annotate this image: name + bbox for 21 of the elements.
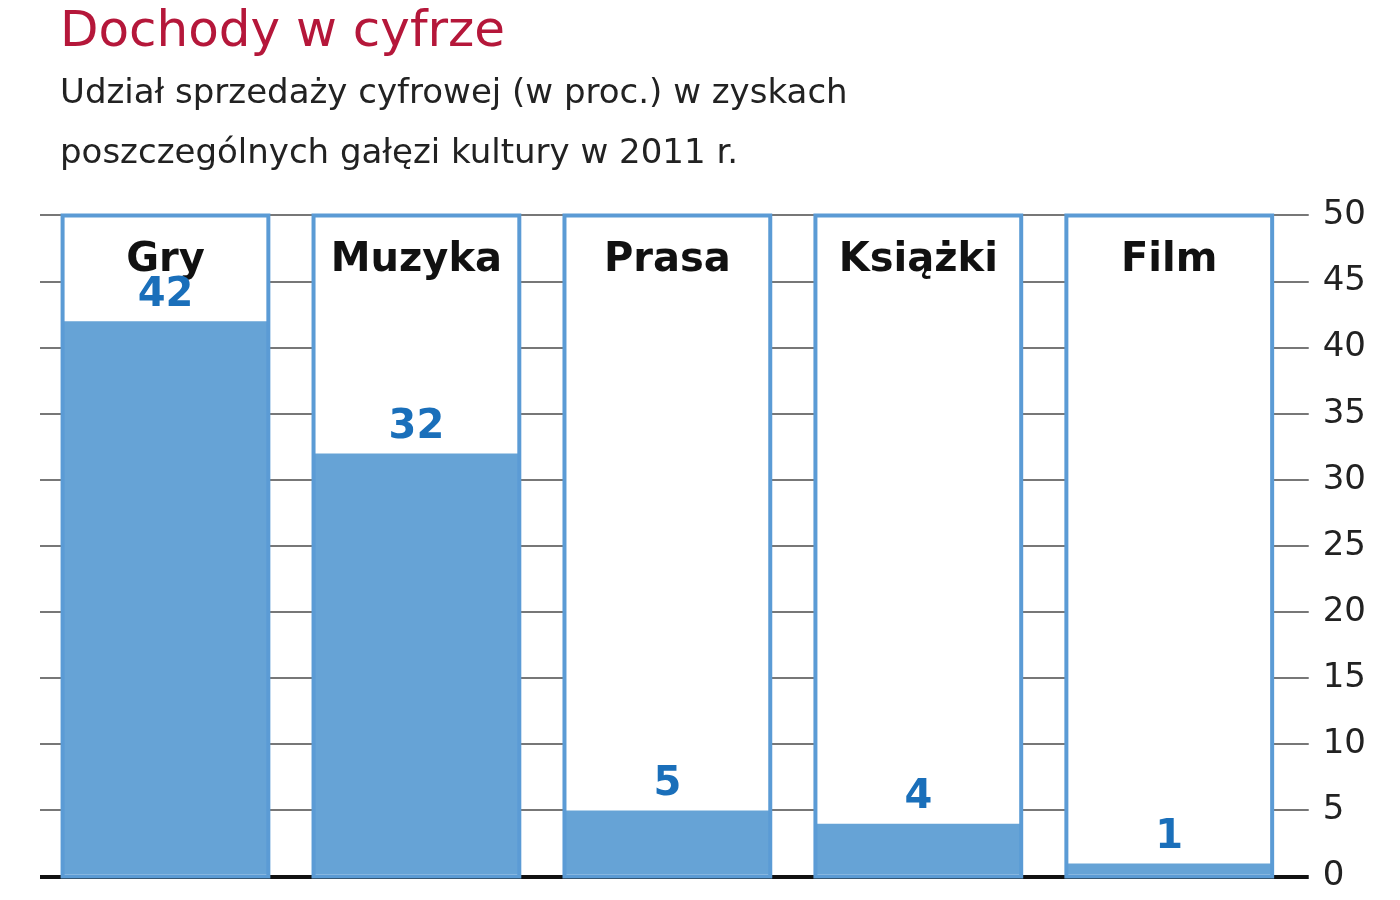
x-tick-label: Książki <box>838 233 998 280</box>
y-tick-label: 0 <box>1322 853 1345 894</box>
y-tick-label: 45 <box>1322 258 1366 299</box>
data-label: 1 <box>1155 810 1184 857</box>
y-tick-label: 35 <box>1322 390 1366 431</box>
y-tick-label: 15 <box>1322 655 1366 696</box>
y-tick-label: 40 <box>1322 324 1366 365</box>
data-label: 32 <box>388 400 445 447</box>
x-tick-label: Muzyka <box>330 233 503 280</box>
x-tick-label: Film <box>1121 233 1218 280</box>
y-tick-label: 5 <box>1322 787 1345 828</box>
data-label: 4 <box>904 771 933 818</box>
y-tick-label: 30 <box>1322 456 1366 497</box>
y-tick-label: 20 <box>1322 588 1366 629</box>
y-tick-label: 10 <box>1322 721 1366 762</box>
chart-subtitle: Udział sprzedaży cyfrowej (w proc.) w zyskach poszczególnych gałęzi kultury w 2011 r. <box>60 70 849 173</box>
data-label: 5 <box>653 757 682 804</box>
chart-title: Dochody w cyfrze <box>60 0 507 58</box>
x-tick-label: Prasa <box>603 233 731 280</box>
y-tick-label: 25 <box>1322 522 1366 563</box>
y-tick-label: 50 <box>1322 192 1366 233</box>
